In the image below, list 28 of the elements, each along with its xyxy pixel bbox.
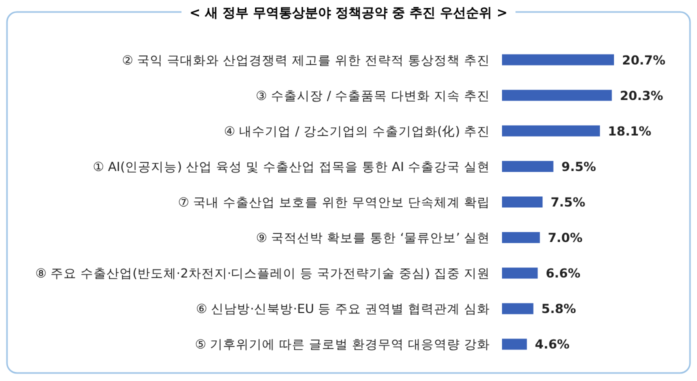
y-tick-label: ② 국익 극대화와 산업경쟁력 제고를 위한 전략적 통상정책 추진 xyxy=(122,52,490,68)
data-label: 20.7% xyxy=(622,52,666,68)
bar xyxy=(502,90,612,101)
data-label: 9.5% xyxy=(561,158,597,174)
text: < 새 정부 무역통상분야 정책공약 중 추진 우선순위 > xyxy=(190,6,508,21)
data-label: 4.6% xyxy=(534,336,570,352)
bar xyxy=(502,338,527,350)
bar xyxy=(502,125,600,136)
y-tick-label: ④ 내수기업 / 강소기업의 수출기업화(化) 추진 xyxy=(224,123,490,138)
data-label: 7.5% xyxy=(550,194,586,210)
data-label: 20.3% xyxy=(620,88,664,103)
data-label: 18.1% xyxy=(608,123,652,138)
y-tick-label: ⑥ 신남방·신북방·EU 등 주요 권역별 협력관계 심화 xyxy=(196,301,490,316)
bar xyxy=(502,54,614,66)
y-tick-label: ⑦ 국내 수출산업 보호를 위한 무역안보 단속체계 확립 xyxy=(178,194,490,210)
bar xyxy=(502,196,543,208)
bar xyxy=(502,160,554,172)
data-label: 6.6% xyxy=(546,266,581,281)
y-tick-label: ⑨ 국적선박 확보를 통한 ‘물류안보’ 실현 xyxy=(256,230,490,246)
data-label: 7.0% xyxy=(548,230,584,246)
bar xyxy=(502,303,534,314)
y-tick-label: ① AI(인공지능) 산업 육성 및 수출산업 접목을 통한 AI 수출강국 실현 xyxy=(92,158,490,174)
bar xyxy=(502,232,540,244)
bar xyxy=(502,268,538,279)
y-tick-label: ⑧ 주요 수출산업(반도체·2차전지·디스플레이 등 국가전략기술 중심) 집중 지원 xyxy=(35,266,490,281)
data-label: 5.8% xyxy=(541,301,577,316)
y-tick-label: ③ 수출시장 / 수출품목 다변화 지속 추진 xyxy=(256,88,490,103)
y-tick-label: ⑤ 기후위기에 따른 글로벌 환경무역 대응역량 강화 xyxy=(194,336,490,352)
